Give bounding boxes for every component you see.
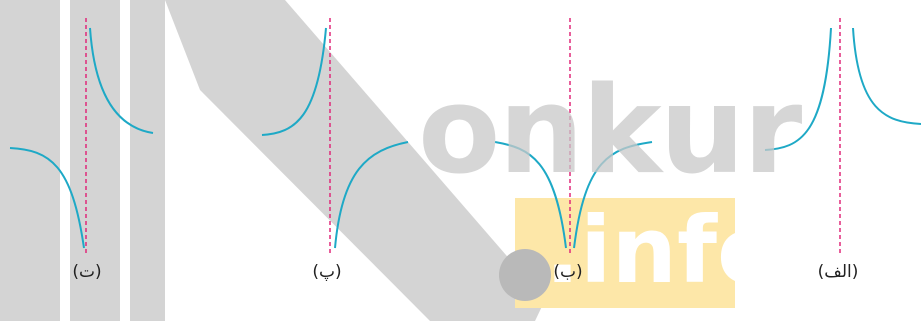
curve-alef-left <box>764 27 832 151</box>
curve-pe-left <box>261 27 327 136</box>
watermark-bar-2 <box>70 0 120 321</box>
label-te: (ت) <box>72 262 102 282</box>
watermark-dot <box>499 249 551 301</box>
label-pe: (پ) <box>312 262 342 282</box>
label-alef: (الف) <box>817 262 859 282</box>
watermark-diagonal-band <box>165 0 545 321</box>
curve-te-left <box>9 147 85 249</box>
curve-alef-right <box>852 27 921 125</box>
watermark-text-info: .info <box>545 197 781 304</box>
watermark-yellow-box <box>515 198 735 308</box>
curve-be-right <box>573 141 653 249</box>
label-be: (ب) <box>553 262 583 282</box>
curve-be-left <box>494 141 567 249</box>
curve-te-right <box>89 27 154 134</box>
watermark-bar-3 <box>130 0 165 321</box>
watermark-text-onkur: onkur <box>418 62 802 201</box>
curve-pe-right <box>334 141 409 249</box>
watermark-logo <box>0 0 735 321</box>
